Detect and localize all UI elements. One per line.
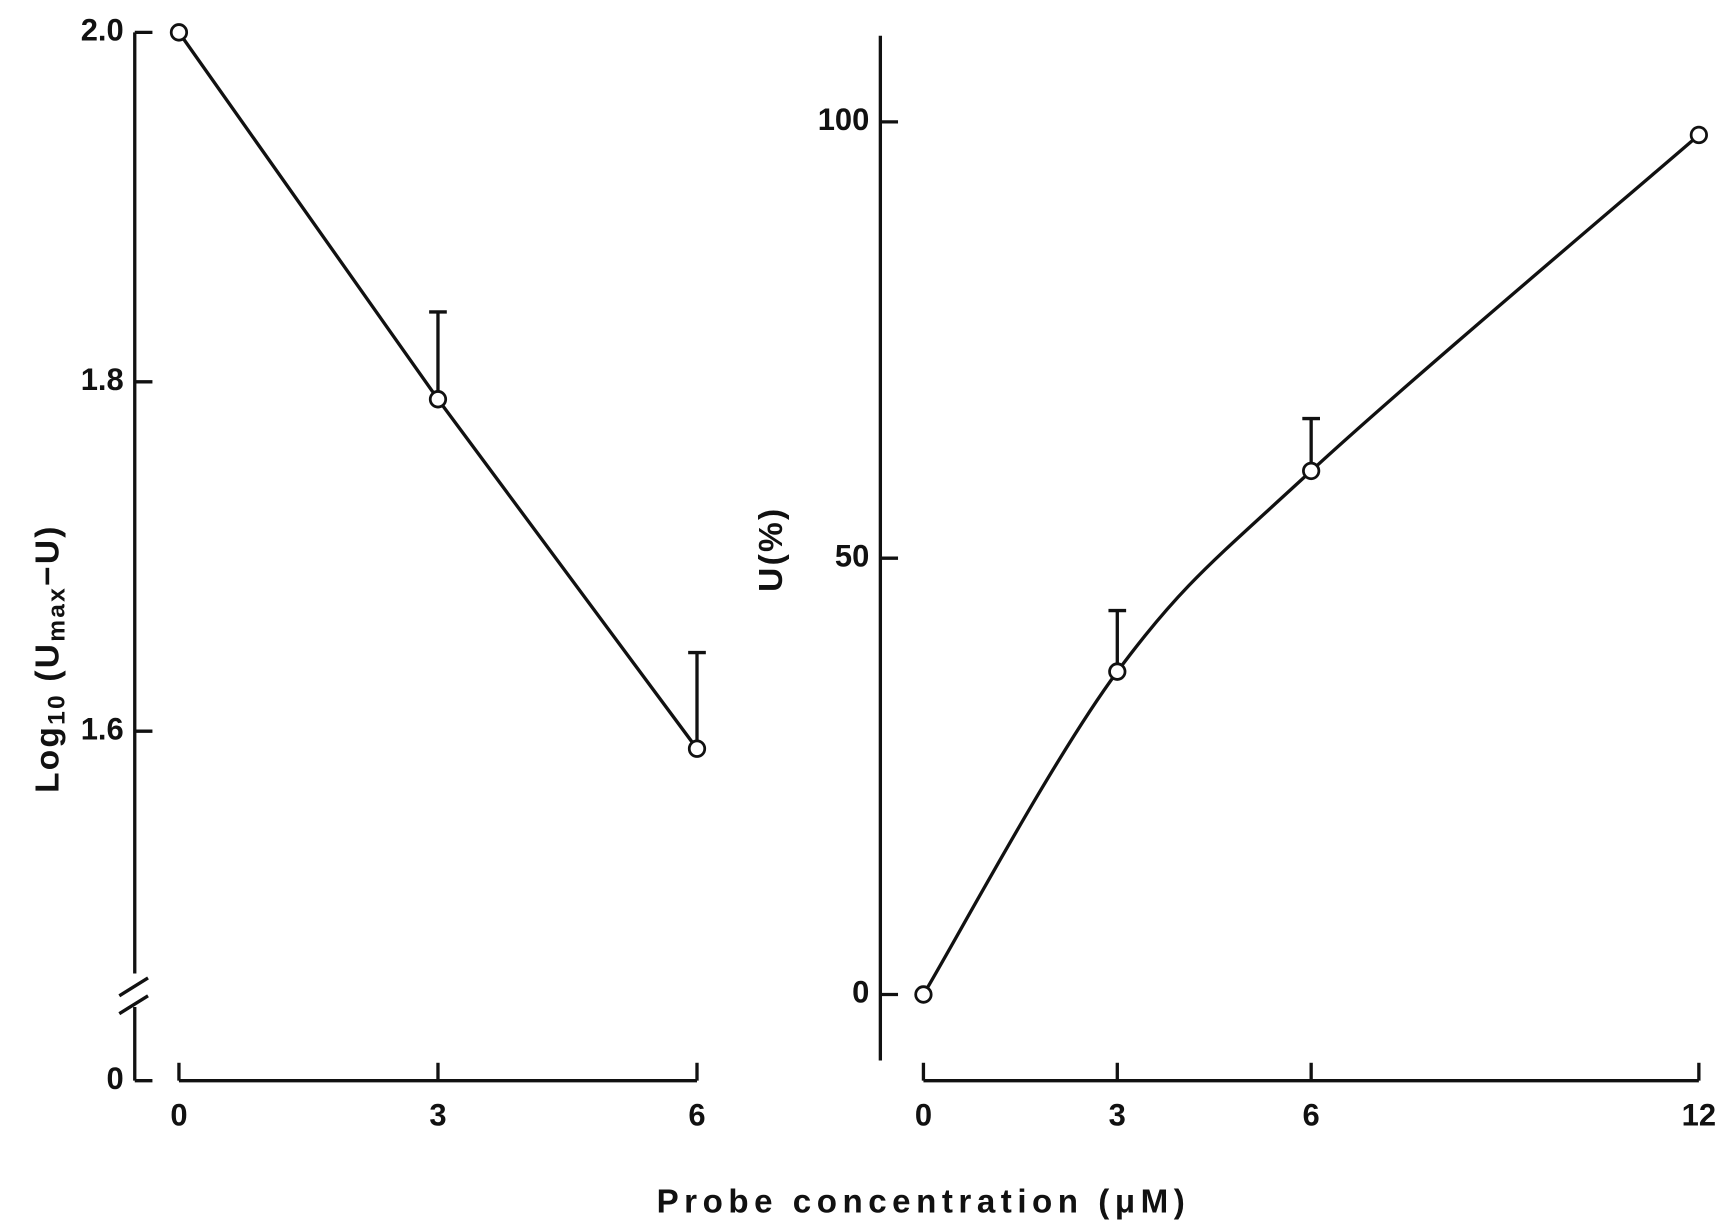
x-tick-label: 3: [429, 1098, 446, 1133]
y-axis-title: Log10 (Umax−U): [30, 524, 71, 793]
y-tick-label: 50: [835, 538, 869, 573]
x-tick-label: 6: [688, 1098, 705, 1133]
y-axis-title-part: (U: [30, 642, 67, 693]
y-axis-title-part: max: [44, 586, 71, 642]
error-bar: [429, 310, 447, 400]
x-tick-label: 0: [170, 1098, 187, 1133]
data-point: [1302, 461, 1321, 481]
y-axis-title-part: −U): [30, 524, 67, 586]
axis-break: [118, 994, 149, 1016]
data-line: [922, 133, 1700, 996]
y-axis-title-part: 10: [44, 693, 71, 725]
y-axis-title-part: Log: [30, 725, 67, 793]
x-tick-label: 6: [1303, 1098, 1320, 1133]
data-point: [914, 985, 933, 1004]
data-point: [428, 390, 448, 409]
y-tick-label: 2.0: [81, 12, 124, 47]
data-point: [687, 739, 707, 758]
y-axis-title-part: U(%): [753, 507, 790, 592]
y-tick-label: 1.6: [81, 711, 124, 746]
axis-break: [118, 976, 149, 998]
y-tick-label: 1.8: [81, 362, 124, 397]
x-tick-label: 12: [1682, 1098, 1716, 1133]
error-bar: [688, 650, 706, 749]
y-tick-label: 0: [852, 975, 869, 1010]
x-axis-title: Probe concentration (μM): [657, 1183, 1191, 1220]
error-bar: [1108, 608, 1127, 672]
x-tick-label: 3: [1109, 1098, 1126, 1133]
y-tick-label: 100: [818, 102, 870, 137]
data-point: [1108, 662, 1127, 681]
y-tick-label: 0: [107, 1061, 124, 1096]
x-tick-label: 0: [915, 1098, 932, 1133]
y-axis-title: U(%): [753, 507, 790, 592]
data-point: [1689, 125, 1708, 145]
data-point: [169, 23, 189, 42]
